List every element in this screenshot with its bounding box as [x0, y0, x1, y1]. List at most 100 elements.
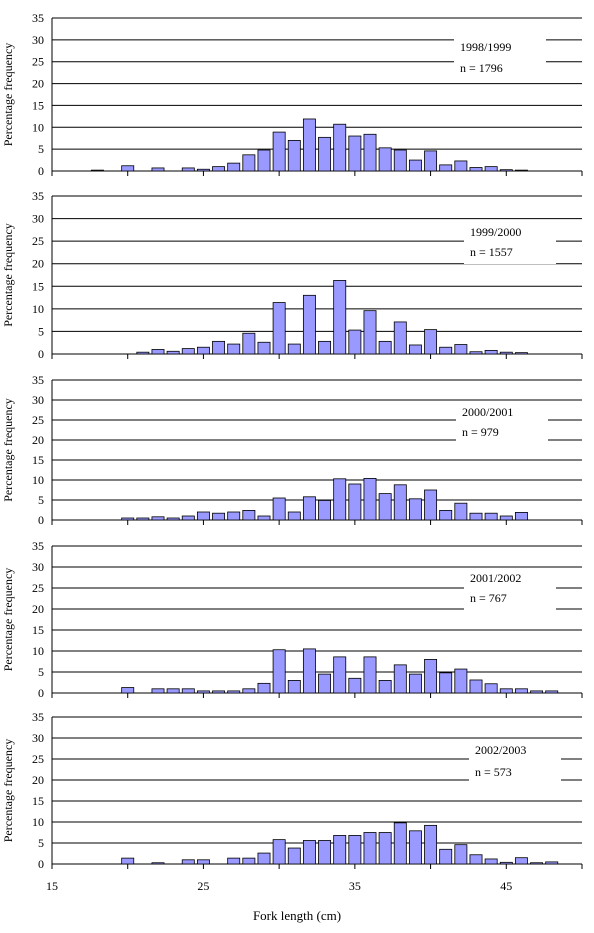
bar: [469, 854, 483, 865]
bar: [257, 149, 271, 172]
bar: [333, 280, 347, 355]
bar: [439, 672, 453, 694]
y-tick-label: 10: [32, 815, 44, 829]
bar: [514, 857, 528, 865]
bar: [227, 511, 241, 521]
bar: [408, 159, 422, 172]
bar: [484, 858, 498, 865]
y-tick-label: 30: [32, 560, 44, 574]
legend-text: n = 573: [475, 765, 512, 779]
y-tick-label: 0: [38, 513, 44, 527]
legend-text: 2000/2001: [462, 405, 513, 419]
bar: [393, 822, 407, 865]
y-tick-label: 30: [32, 212, 44, 226]
bar: [181, 348, 195, 355]
bar: [333, 478, 347, 521]
y-tick-label: 25: [32, 55, 44, 69]
bar: [136, 517, 150, 521]
bar: [196, 690, 210, 694]
y-tick-label: 15: [32, 794, 44, 808]
bar: [257, 682, 271, 694]
bar: [227, 343, 241, 355]
legend-text: n = 1796: [460, 61, 503, 75]
x-tick-label: 25: [197, 879, 209, 893]
bar: [454, 502, 468, 521]
y-tick-label: 0: [38, 164, 44, 178]
y-tick-label: 25: [32, 581, 44, 595]
bar: [181, 167, 195, 172]
bar: [272, 839, 286, 865]
bar: [272, 649, 286, 694]
y-tick-label: 25: [32, 413, 44, 427]
y-tick-label: 35: [32, 539, 44, 553]
legend-text: 1999/2000: [470, 225, 521, 239]
bar: [545, 690, 559, 694]
bar: [181, 515, 195, 521]
bar: [439, 164, 453, 172]
y-tick-label: 20: [32, 77, 44, 91]
bar: [454, 668, 468, 694]
bar: [151, 167, 165, 172]
legend-box: [469, 740, 561, 784]
bar: [484, 349, 498, 355]
bar: [348, 677, 362, 694]
bar: [227, 690, 241, 694]
y-tick-label: 0: [38, 347, 44, 361]
bar: [287, 511, 301, 521]
bar: [348, 329, 362, 355]
bar: [287, 343, 301, 355]
y-tick-label: 10: [32, 120, 44, 134]
y-axis-label: Percentage frequency: [1, 223, 15, 327]
bar: [530, 690, 544, 694]
y-tick-label: 35: [32, 189, 44, 203]
bar: [484, 166, 498, 172]
bar: [363, 133, 377, 172]
bar: [196, 346, 210, 355]
bar: [378, 147, 392, 172]
legend-box: [464, 568, 556, 610]
x-tick-label: 15: [46, 879, 58, 893]
bar: [514, 688, 528, 694]
legend-text: n = 1557: [470, 245, 513, 259]
bar: [499, 169, 513, 172]
bar: [424, 659, 438, 694]
bar: [348, 835, 362, 865]
bar: [363, 310, 377, 355]
legend-text: 2001/2002: [470, 571, 521, 585]
y-tick-label: 20: [32, 602, 44, 616]
bar: [212, 690, 226, 694]
bar: [227, 857, 241, 865]
bar: [469, 679, 483, 694]
bar: [499, 688, 513, 694]
bar: [227, 162, 241, 172]
bar: [530, 862, 544, 865]
bar: [257, 515, 271, 521]
bar: [242, 154, 256, 172]
y-axis-label: Percentage frequency: [1, 43, 15, 147]
bar: [454, 844, 468, 865]
bar: [469, 512, 483, 521]
y-tick-label: 25: [32, 752, 44, 766]
bar: [242, 509, 256, 521]
bar: [333, 835, 347, 865]
y-tick-label: 35: [32, 373, 44, 387]
bar: [121, 857, 135, 865]
bar: [439, 509, 453, 521]
bar: [348, 135, 362, 172]
panel-5: 0 5 10 15 20 25 30 35 15 25 35 45 2002/2003 n = 573 Pe…: [1, 710, 583, 893]
bar: [90, 169, 104, 172]
bar: [514, 512, 528, 521]
x-tick-label: 35: [349, 879, 361, 893]
y-tick-label: 10: [32, 644, 44, 658]
bar: [181, 859, 195, 865]
bar: [272, 302, 286, 355]
bar: [151, 688, 165, 694]
legend-text: n = 979: [462, 425, 499, 439]
bar: [166, 517, 180, 521]
bar: [151, 516, 165, 521]
bar: [348, 483, 362, 521]
y-tick-label: 30: [32, 33, 44, 47]
bar: [439, 848, 453, 865]
bar: [484, 683, 498, 694]
